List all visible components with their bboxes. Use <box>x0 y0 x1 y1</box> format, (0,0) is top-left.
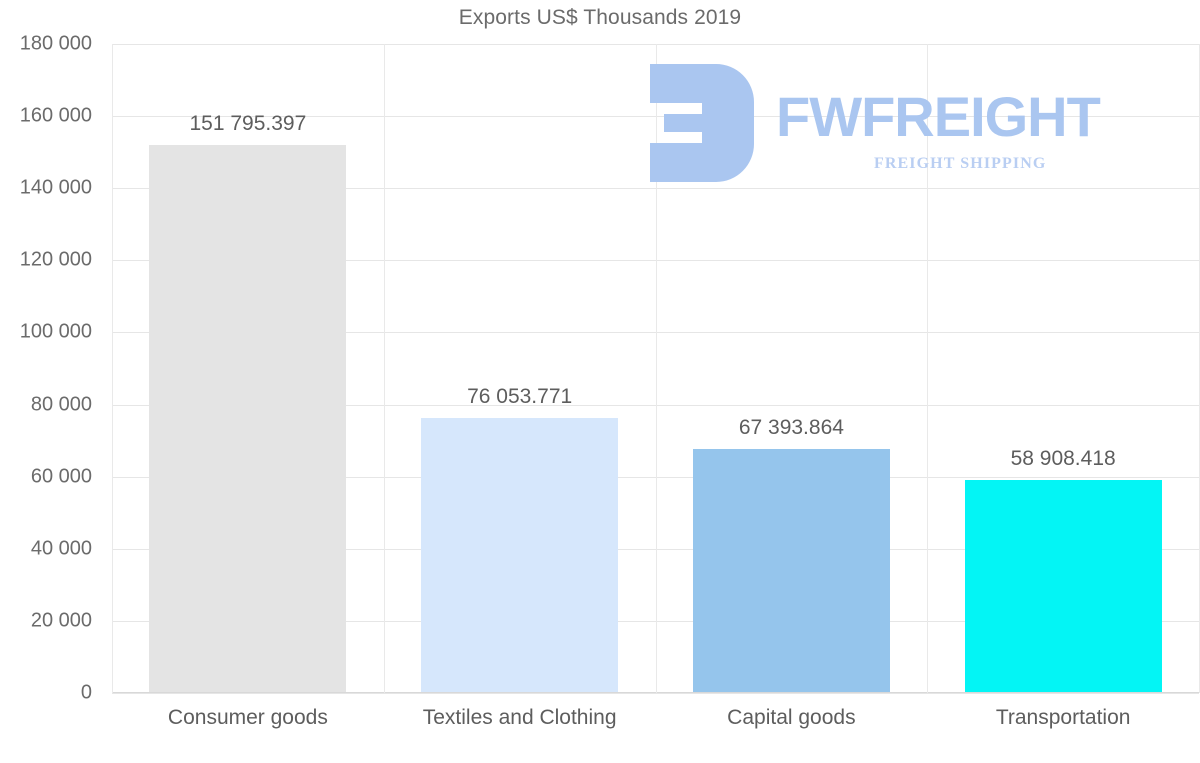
gridline-horizontal <box>112 260 1199 262</box>
gridline-horizontal <box>112 548 1199 550</box>
y-axis-tick-label: 160 000 <box>19 104 92 127</box>
y-axis-tick-label: 40 000 <box>30 537 92 560</box>
y-axis-tick-label: 120 000 <box>19 248 92 271</box>
gridline-vertical <box>384 44 385 693</box>
bar-3[interactable] <box>692 449 890 692</box>
bar-value-label: 67 393.864 <box>738 416 844 439</box>
gridline-horizontal <box>112 476 1199 478</box>
x-axis-tick-label: Textiles and Clothing <box>422 706 617 729</box>
x-axis-tick-label: Transportation <box>995 706 1131 729</box>
gridline-horizontal <box>112 44 1199 45</box>
gridline-vertical <box>927 44 928 693</box>
x-axis-labels: Consumer goods Textiles and Clothing Capit… <box>112 700 1199 750</box>
gridline-horizontal <box>112 620 1199 622</box>
y-axis-tick-label: 180 000 <box>19 32 92 55</box>
gridline-horizontal <box>112 188 1199 190</box>
x-axis-tick-label: Consumer goods <box>167 706 328 729</box>
x-axis-tick-label: Capital goods <box>727 706 856 729</box>
gridline-horizontal <box>112 332 1199 334</box>
bar-value-label: 58 908.418 <box>1010 446 1116 470</box>
bar-value-label: 151 795.397 <box>189 111 307 135</box>
y-axis-tick-label: 80 000 <box>30 393 92 416</box>
gridline-vertical <box>112 44 113 693</box>
chart-title: Exports US$ Thousands 2019 <box>458 6 742 29</box>
y-axis-tick-label: 60 000 <box>30 465 92 488</box>
y-axis-tick-label: 0 <box>80 681 92 704</box>
gridline-horizontal <box>112 693 1199 694</box>
plot-area <box>112 44 1200 694</box>
bars-layer: 151 795.397 76 053.771 67 393.864 58 908.41… <box>112 44 1199 693</box>
x-axis-baseline <box>112 692 1199 693</box>
gridline-vertical <box>656 44 657 693</box>
bar-4[interactable] <box>964 479 1162 692</box>
y-axis: 0 20 000 40 000 60 000 80 000 100 000 120 000 1… <box>0 33 1200 704</box>
gridline-horizontal <box>112 404 1199 406</box>
bar-value-label: 76 053.771 <box>467 384 573 408</box>
bar-1[interactable] <box>149 144 347 692</box>
y-axis-tick-label: 100 000 <box>19 320 92 343</box>
y-axis-tick-label: 140 000 <box>19 176 92 199</box>
y-axis-tick-label: 20 000 <box>30 609 92 632</box>
bar-2[interactable] <box>421 417 619 692</box>
